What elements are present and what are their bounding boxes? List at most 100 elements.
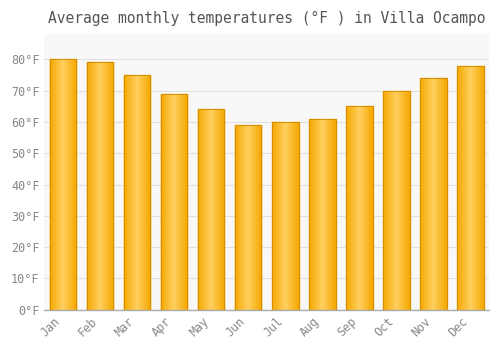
Bar [235,125,262,310]
Bar [74,59,75,310]
Bar [479,65,480,310]
Bar [220,109,221,310]
Bar [291,122,292,310]
Bar [257,125,258,310]
Bar [66,59,67,310]
Bar [436,78,438,310]
Bar [329,119,330,310]
Bar [251,125,252,310]
Bar [346,106,372,310]
Bar [169,94,170,310]
Bar [383,91,409,310]
Bar [249,125,250,310]
Bar [272,122,298,310]
Bar [175,94,176,310]
Bar [476,65,477,310]
Bar [383,91,384,310]
Bar [309,119,336,310]
Bar [477,65,478,310]
Bar [179,94,180,310]
Bar [282,122,283,310]
Bar [390,91,391,310]
Bar [58,59,59,310]
Bar [136,75,137,310]
Bar [289,122,290,310]
Bar [86,62,114,310]
Bar [236,125,237,310]
Bar [253,125,254,310]
Bar [187,94,188,310]
Bar [254,125,255,310]
Bar [285,122,286,310]
Bar [420,78,422,310]
Bar [472,65,473,310]
Bar [273,122,274,310]
Bar [295,122,296,310]
Bar [180,94,181,310]
Bar [362,106,364,310]
Bar [364,106,366,310]
Bar [406,91,407,310]
Bar [434,78,436,310]
Bar [482,65,483,310]
Bar [127,75,128,310]
Bar [281,122,282,310]
Bar [297,122,298,310]
Bar [138,75,139,310]
Bar [325,119,326,310]
Bar [323,119,324,310]
Bar [71,59,72,310]
Bar [240,125,241,310]
Bar [424,78,426,310]
Bar [469,65,470,310]
Bar [198,109,224,310]
Bar [145,75,146,310]
Bar [408,91,409,310]
Bar [358,106,360,310]
Bar [311,119,312,310]
Bar [352,106,354,310]
Bar [286,122,287,310]
Bar [481,65,482,310]
Bar [457,65,458,310]
Bar [132,75,133,310]
Bar [163,94,164,310]
Bar [332,119,333,310]
Bar [457,65,483,310]
Bar [459,65,460,310]
Title: Average monthly temperatures (°F ) in Villa Ocampo: Average monthly temperatures (°F ) in Vi… [48,11,486,26]
Bar [186,94,187,310]
Bar [161,94,162,310]
Bar [137,75,138,310]
Bar [242,125,243,310]
Bar [203,109,204,310]
Bar [283,122,284,310]
Bar [389,91,390,310]
Bar [293,122,294,310]
Bar [256,125,257,310]
Bar [354,106,356,310]
Bar [401,91,402,310]
Bar [356,106,358,310]
Bar [210,109,211,310]
Bar [184,94,185,310]
Bar [176,94,177,310]
Bar [55,59,56,310]
Bar [442,78,444,310]
Bar [428,78,430,310]
Bar [51,59,52,310]
Bar [65,59,66,310]
Bar [243,125,244,310]
Bar [396,91,397,310]
Bar [314,119,315,310]
Bar [213,109,214,310]
Bar [171,94,172,310]
Bar [440,78,442,310]
Bar [215,109,216,310]
Bar [438,78,440,310]
Bar [133,75,134,310]
Bar [149,75,150,310]
Bar [468,65,469,310]
Bar [167,94,168,310]
Bar [244,125,245,310]
